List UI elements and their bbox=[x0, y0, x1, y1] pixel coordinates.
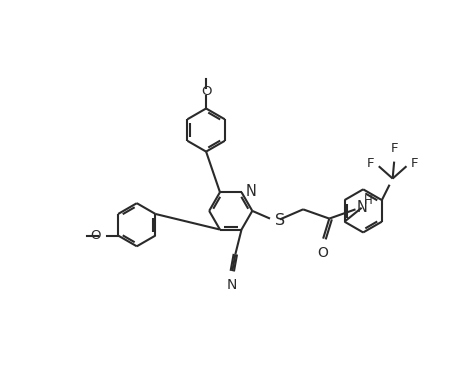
Text: F: F bbox=[411, 157, 419, 170]
Text: N: N bbox=[227, 278, 237, 292]
Text: F: F bbox=[367, 157, 374, 170]
Text: S: S bbox=[275, 213, 285, 228]
Text: N: N bbox=[245, 184, 256, 199]
Text: N: N bbox=[357, 200, 368, 215]
Text: F: F bbox=[390, 142, 398, 155]
Text: O: O bbox=[317, 246, 328, 260]
Text: O: O bbox=[201, 85, 212, 98]
Text: H: H bbox=[364, 195, 373, 207]
Text: O: O bbox=[91, 229, 101, 242]
